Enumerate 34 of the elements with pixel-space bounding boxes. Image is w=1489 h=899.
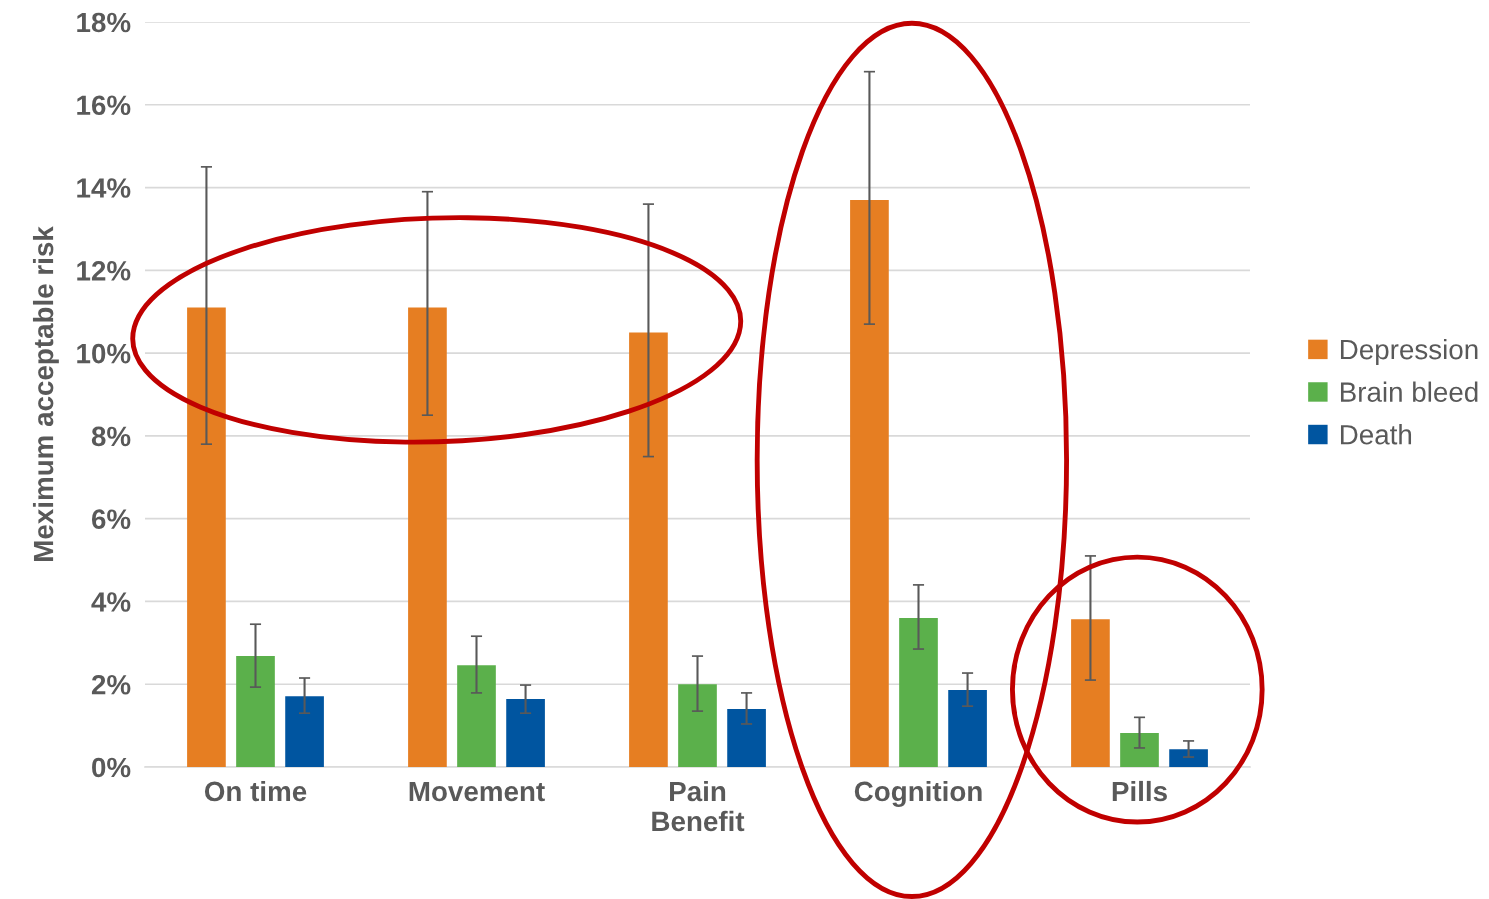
y-tick-label: 0% xyxy=(92,757,131,778)
bar xyxy=(457,665,496,767)
bar xyxy=(285,696,324,767)
bar xyxy=(899,618,938,767)
legend-label: Depression xyxy=(1340,338,1478,365)
x-tick-label: Pills xyxy=(1112,780,1167,802)
y-tick-label: 4% xyxy=(91,592,131,612)
x-tick-label: Movement xyxy=(409,781,545,802)
bar xyxy=(727,709,766,767)
bar xyxy=(506,699,545,767)
bar xyxy=(408,307,447,767)
x-tick-label: Cognition xyxy=(854,780,982,807)
y-tick-label: 18% xyxy=(77,12,131,33)
y-tick-label: 6% xyxy=(91,509,131,530)
y-tick-label: 12% xyxy=(77,261,131,281)
x-tick-label: Pain Benefit xyxy=(652,780,745,832)
y-tick-label: 8% xyxy=(91,426,131,447)
bar xyxy=(678,684,717,767)
bar xyxy=(850,199,889,767)
bar xyxy=(629,332,668,767)
legend-label: Death xyxy=(1340,424,1412,445)
y-axis-title: Meximum acceptable risk xyxy=(32,226,59,561)
legend-label: Brain bleed xyxy=(1340,381,1478,402)
bar xyxy=(948,690,987,767)
bar xyxy=(1071,619,1110,767)
bar xyxy=(187,307,226,767)
bar xyxy=(1169,749,1208,767)
y-tick-label: 2% xyxy=(91,674,131,695)
bar xyxy=(1120,733,1159,767)
y-tick-label: 10% xyxy=(77,343,131,364)
bar xyxy=(236,656,275,767)
x-tick-label: On time xyxy=(204,780,307,802)
y-tick-label: 14% xyxy=(77,178,131,198)
y-tick-label: 16% xyxy=(77,95,131,116)
